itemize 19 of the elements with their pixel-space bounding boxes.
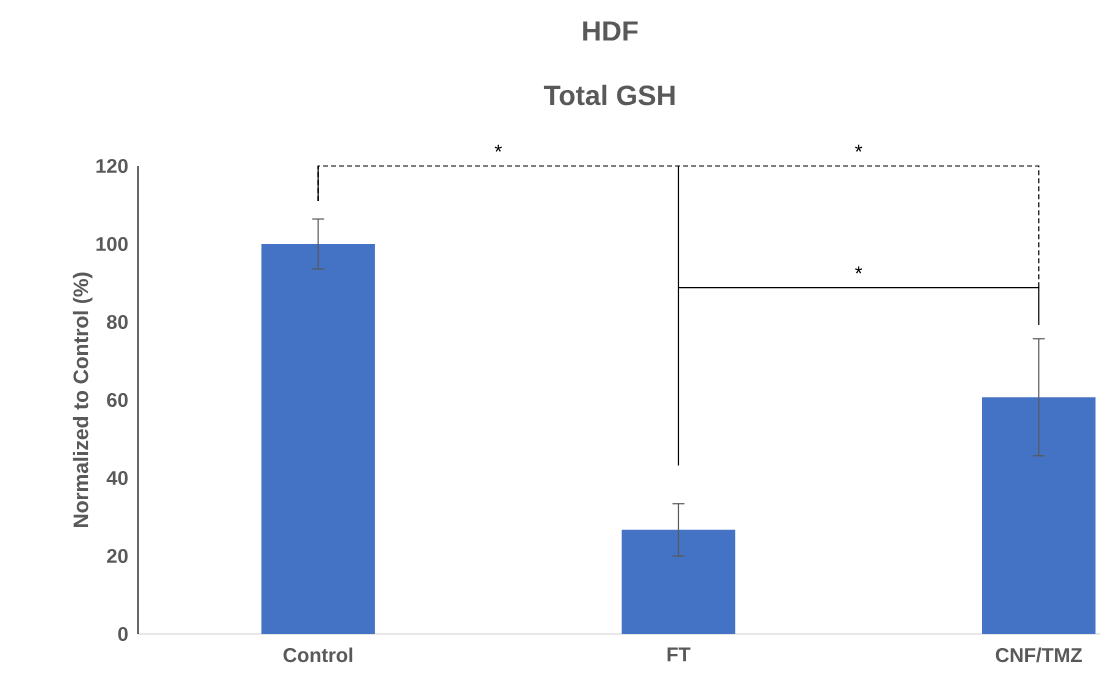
chart-title: HDF (583, 21, 638, 41)
y-axis-title: Normalized to Control (%) (72, 272, 93, 528)
x-tick-label: Control (283, 647, 353, 663)
bar (261, 243, 375, 634)
x-tick-label: FT (667, 647, 691, 662)
bar (982, 397, 1096, 634)
y-tick-label: 80 (106, 314, 128, 330)
text: * (494, 144, 502, 152)
annotation: * (855, 266, 863, 274)
y-tick-label: 0 (118, 626, 128, 642)
chart-subtitle: Total GSH (543, 84, 675, 106)
y-tick-label: 120 (96, 158, 128, 174)
bar (621, 529, 736, 634)
x-tick-label: CNF/TMZ (995, 647, 1082, 663)
y-tick-label: 40 (106, 470, 128, 486)
text: * (855, 144, 863, 152)
y-tick-label: 100 (96, 236, 128, 252)
y-tick-label: 60 (107, 392, 128, 408)
y-tick-label: 20 (107, 548, 128, 564)
